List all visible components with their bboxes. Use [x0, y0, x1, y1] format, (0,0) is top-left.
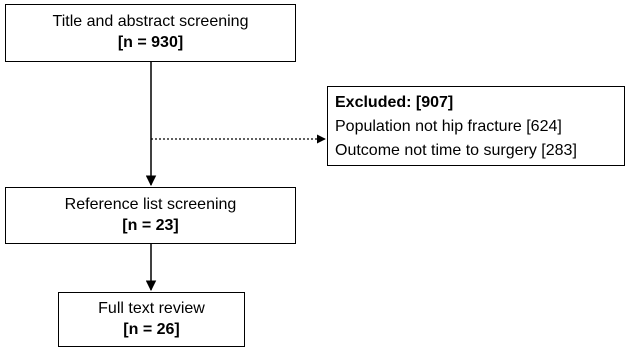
- excluded-title: Excluded: [907]: [335, 94, 454, 111]
- excluded-box: Excluded: [907] Population not hip fract…: [327, 86, 625, 166]
- excluded-reason-outcome: Outcome not time to surgery [283]: [335, 142, 577, 159]
- screening-label: Title and abstract screening: [52, 13, 249, 30]
- fulltext-box: Full text review [n = 26]: [58, 292, 245, 347]
- excluded-reason-population: Population not hip fracture [624]: [335, 118, 562, 135]
- fulltext-count: [n = 26]: [123, 321, 180, 338]
- reference-label: Reference list screening: [64, 196, 237, 213]
- reference-count: [n = 23]: [122, 217, 179, 234]
- screening-box: Title and abstract screening [n = 930]: [5, 4, 296, 62]
- screening-count: [n = 930]: [117, 34, 184, 51]
- reference-box: Reference list screening [n = 23]: [5, 187, 296, 244]
- fulltext-label: Full text review: [98, 300, 205, 317]
